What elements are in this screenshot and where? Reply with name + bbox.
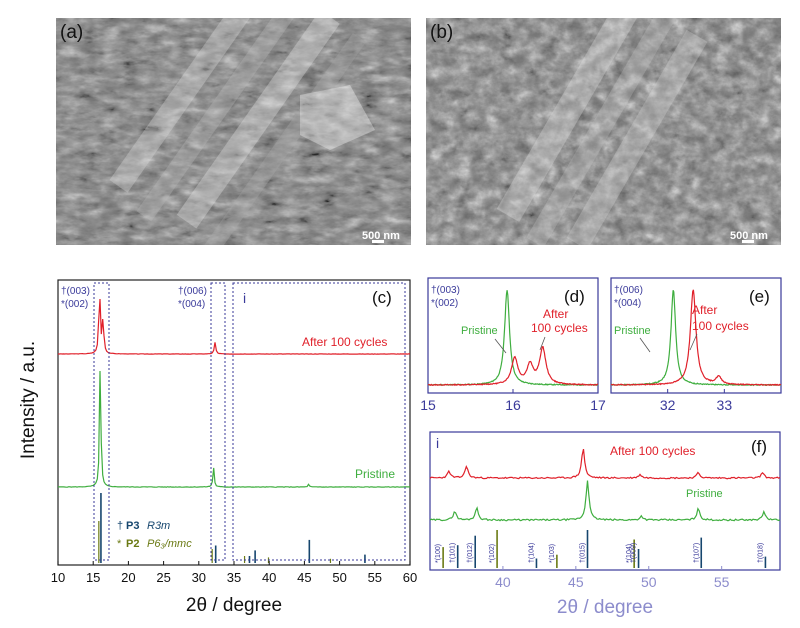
panel-label-c: (c) [372, 288, 392, 307]
x-axis-d-tick-label: 16 [505, 397, 521, 413]
x-axis-f-tick-label: 45 [568, 574, 584, 590]
ref-line-label: †(018) [757, 543, 764, 563]
y-axis-label: Intensity / a.u. [18, 341, 39, 459]
x-axis-label-f: 2θ / degree [557, 597, 653, 618]
x-axis-e-tick-label: 32 [660, 397, 676, 413]
series-label-e-after-2: 100 cycles [692, 319, 749, 333]
scale-bar-label-b: 500 nm [730, 230, 768, 242]
x-axis-c-tick-label: 55 [368, 570, 382, 585]
peak-label-c-p3-006: †(006) [178, 286, 207, 297]
arrow-e-after [689, 333, 698, 351]
sem-image-b: (b) 500 nm [426, 18, 781, 245]
xrd-panel-d: 15 16 17 †(003) *(002) (d) After 100 cycle… [420, 277, 606, 413]
arrow-d-after [539, 336, 546, 351]
highlight-box-003 [93, 282, 110, 561]
highlight-box-006 [210, 282, 226, 561]
legend-c: † P3 R3m * P2 P6₃/mmc [117, 520, 192, 550]
ref-line-label: *(100) [435, 544, 442, 563]
scale-bar-label-a: 500 nm [362, 230, 400, 242]
series-line-c-pristine [57, 370, 411, 488]
ref-line-label: *(104) [626, 544, 633, 563]
xrd-panel-c: 10 15 20 25 30 35 40 45 50 55 60 †(003) *(002) †(0… [18, 279, 417, 616]
x-axis-d-tick-label: 15 [420, 397, 436, 413]
panel-label-a: (a) [60, 22, 83, 43]
xrd-panel-f: *(100) †(101) †(012) *(102) †(104) *(103) †(01… [429, 431, 781, 618]
sem-image-a: (a) 500 nm [56, 18, 411, 245]
inset-marker-f: i [436, 435, 439, 451]
ref-line-label: †(104) [528, 543, 535, 563]
series-label-d-after-2: 100 cycles [531, 321, 588, 335]
series-label-f-after: After 100 cycles [610, 444, 695, 458]
x-axis-c-tick-label: 50 [332, 570, 346, 585]
peak-label-e-p2: *(004) [614, 298, 641, 309]
xrd-panel-e: 32 33 †(006) *(004) (e) After 100 cycles … [610, 277, 782, 413]
series-label-c-pristine: Pristine [355, 467, 395, 481]
arrow-d-pristine [494, 338, 507, 354]
series-line-f-pristine [429, 480, 781, 522]
x-axis-c-tick-label: 30 [192, 570, 206, 585]
series-line-d-after [427, 346, 599, 387]
legend-p2-symbol: * [117, 538, 122, 550]
peak-label-c-p2-002: *(002) [61, 299, 88, 310]
inset-marker-c: i [243, 290, 246, 306]
series-label-d-pristine: Pristine [461, 325, 498, 337]
x-axis-c-tick-label: 40 [262, 570, 276, 585]
x-axis-c-tick-label: 45 [297, 570, 311, 585]
highlight-box-i [232, 282, 406, 561]
ref-line-label: †(015) [580, 543, 587, 563]
panel-label-d: (d) [564, 287, 585, 306]
series-line-f-after [429, 448, 781, 480]
x-axis-c-tick-label: 35 [227, 570, 241, 585]
series-label-f-pristine: Pristine [686, 488, 723, 500]
panel-label-f: (f) [751, 437, 767, 456]
legend-p3-symbol: † [117, 520, 123, 532]
series-label-e-pristine: Pristine [614, 325, 651, 337]
peak-label-c-p3-003: †(003) [61, 286, 90, 297]
x-axis-e-tick-label: 33 [717, 397, 733, 413]
peak-label-d-p3: †(003) [431, 285, 460, 296]
arrow-e-pristine [639, 337, 651, 353]
peak-label-e-p3: †(006) [614, 285, 643, 296]
legend-p2-group: P6₃/mmc [147, 538, 192, 550]
x-axis-f-tick-label: 40 [495, 574, 511, 590]
ref-line-label: *(103) [549, 544, 556, 563]
x-axis-c-tick-label: 25 [156, 570, 170, 585]
series-label-e-after-1: After [692, 303, 717, 317]
x-axis-c-tick-label: 10 [51, 570, 65, 585]
panel-label-e: (e) [749, 287, 770, 306]
ref-line-label: †(107) [693, 543, 700, 563]
peak-label-c-p2-004: *(004) [178, 299, 205, 310]
x-axis-c-tick-label: 15 [86, 570, 100, 585]
scale-bar-b [742, 240, 754, 243]
legend-p2-phase: P2 [126, 538, 139, 550]
ref-line-label: *(102) [489, 544, 496, 563]
scale-bar-a [372, 240, 384, 243]
x-axis-c-tick-label: 60 [403, 570, 417, 585]
panel-label-b: (b) [430, 22, 453, 43]
x-axis-label-c: 2θ / degree [186, 595, 282, 616]
x-axis-f-tick-label: 55 [714, 574, 730, 590]
series-line-e-after [610, 289, 782, 387]
x-axis-f-tick-label: 50 [641, 574, 657, 590]
series-label-d-after-1: After [543, 307, 568, 321]
series-line-c-after [58, 298, 410, 355]
ref-line-label: †(012) [467, 543, 474, 563]
legend-p3-group: R3m [147, 520, 170, 532]
peak-label-d-p2: *(002) [431, 298, 458, 309]
series-label-c-after: After 100 cycles [302, 335, 387, 349]
x-axis-c-tick-label: 20 [121, 570, 135, 585]
x-axis-d-tick-label: 17 [590, 397, 606, 413]
legend-p3-phase: P3 [126, 520, 139, 532]
ref-line-label: †(009) [631, 543, 638, 563]
ref-line-label: †(101) [450, 543, 457, 563]
